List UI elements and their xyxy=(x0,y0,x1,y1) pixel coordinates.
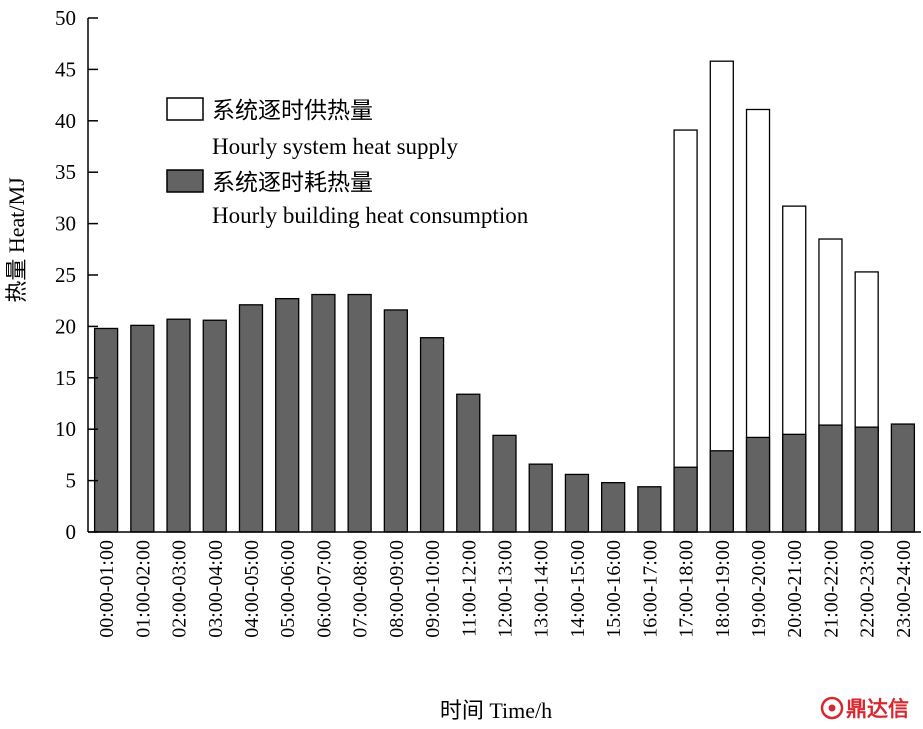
bar-consumption xyxy=(93,327,119,533)
watermark-logo-dot-icon xyxy=(828,704,836,712)
y-tick-label: 50 xyxy=(55,6,76,30)
bar-consumption xyxy=(275,297,300,533)
legend-swatch-supply xyxy=(166,97,204,121)
bar-consumption xyxy=(709,450,734,533)
x-tick-label: 19:00-20:00 xyxy=(748,540,770,638)
x-tick-label: 23:00-24:00 xyxy=(893,540,915,638)
bar-consumption xyxy=(637,486,662,533)
x-tick-label: 21:00-22:00 xyxy=(820,540,842,638)
bar-consumption xyxy=(528,463,553,533)
watermark-logo-icon xyxy=(820,696,844,720)
y-tick-label: 15 xyxy=(55,366,76,390)
x-tick-label: 07:00-08:00 xyxy=(350,540,372,638)
legend: 系统逐时供热量 Hourly system heat supply 系统逐时耗热… xyxy=(166,97,529,228)
bars-layer xyxy=(93,60,916,533)
bar-consumption xyxy=(419,337,445,533)
y-axis-title: 热量 Heat/MJ xyxy=(4,177,29,303)
y-tick-label: 30 xyxy=(55,212,76,236)
x-tick-label: 13:00-14:00 xyxy=(531,540,553,638)
x-tick-label: 06:00-07:00 xyxy=(313,540,335,638)
x-tick-label: 04:00-05:00 xyxy=(241,540,263,638)
x-tick-label: 01:00-02:00 xyxy=(132,540,154,638)
bar-consumption xyxy=(673,466,698,533)
x-tick-label: 00:00-01:00 xyxy=(96,540,118,638)
bar-consumption xyxy=(311,293,336,533)
watermark: 鼎达信 xyxy=(820,696,909,721)
legend-swatch-consumption xyxy=(166,169,204,193)
y-tick-label: 35 xyxy=(55,160,76,184)
bar-consumption xyxy=(782,433,807,533)
x-tick-label: 16:00-17:00 xyxy=(639,540,661,638)
y-tick-label: 5 xyxy=(66,469,77,493)
bar-consumption xyxy=(347,293,372,533)
legend-label-supply-cn: 系统逐时供热量 xyxy=(212,98,373,123)
y-ticks: 0 5 10 15 20 25 30 35 40 45 50 xyxy=(55,6,98,544)
x-tick-label: 02:00-03:00 xyxy=(169,540,191,638)
bar-consumption xyxy=(601,482,626,533)
bar-consumption xyxy=(854,426,879,533)
legend-label-consumption-en: Hourly building heat consumption xyxy=(212,203,529,228)
x-tick-label: 15:00-16:00 xyxy=(603,540,625,638)
x-tick-label: 03:00-04:00 xyxy=(205,540,227,638)
x-category-labels: 00:00-01:00 01:00-02:00 02:00-03:00 03:00-0… xyxy=(96,540,915,638)
bar-consumption xyxy=(383,309,409,533)
y-tick-label: 45 xyxy=(55,57,76,81)
x-tick-label: 12:00-13:00 xyxy=(495,540,517,638)
legend-label-supply-en: Hourly system heat supply xyxy=(212,134,458,159)
bar-consumption xyxy=(166,318,191,533)
bar-consumption xyxy=(745,436,771,533)
x-tick-label: 20:00-21:00 xyxy=(784,540,806,638)
watermark-text: 鼎达信 xyxy=(846,697,909,721)
bar-consumption xyxy=(202,319,227,533)
bar-consumption xyxy=(818,424,843,533)
x-tick-label: 05:00-06:00 xyxy=(277,540,299,638)
bar-consumption xyxy=(456,393,481,533)
bar-consumption xyxy=(130,324,155,533)
bar-consumption xyxy=(890,423,916,533)
x-tick-label: 17:00-18:00 xyxy=(676,540,698,638)
x-tick-label: 11:00-12:00 xyxy=(458,540,480,637)
bar-consumption xyxy=(564,473,590,533)
legend-label-consumption-cn: 系统逐时耗热量 xyxy=(212,170,373,195)
x-axis-title: 时间 Time/h xyxy=(440,698,552,723)
y-tick-label: 25 xyxy=(55,263,76,287)
y-tick-label: 10 xyxy=(55,417,76,441)
x-tick-label: 22:00-23:00 xyxy=(857,540,879,638)
x-tick-label: 09:00-10:00 xyxy=(422,540,444,638)
x-tick-label: 18:00-19:00 xyxy=(712,540,734,638)
bar-consumption xyxy=(238,304,264,533)
x-tick-label: 08:00-09:00 xyxy=(386,540,408,638)
bar-consumption xyxy=(492,434,517,533)
y-tick-label: 20 xyxy=(55,314,76,338)
y-tick-label: 0 xyxy=(66,520,77,544)
y-tick-label: 40 xyxy=(55,109,76,133)
x-tick-label: 14:00-15:00 xyxy=(567,540,589,638)
